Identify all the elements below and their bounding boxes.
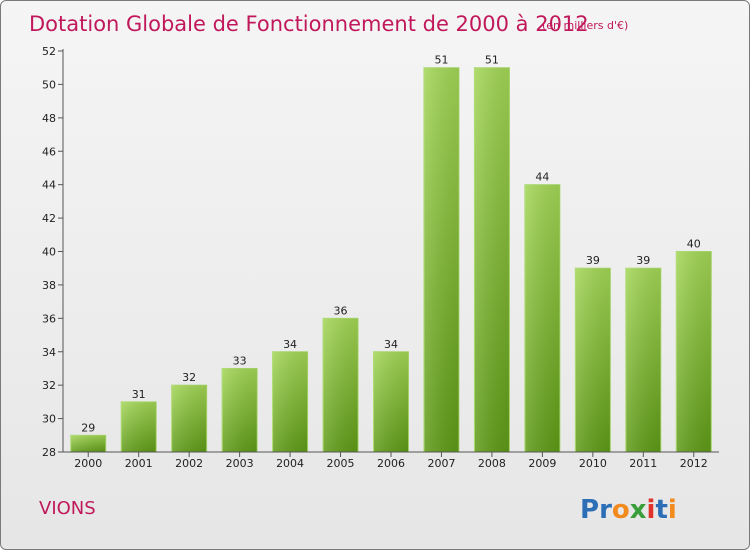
y-tick-label: 30 xyxy=(42,413,56,426)
x-tick-label: 2002 xyxy=(175,457,203,470)
x-tick-label: 2000 xyxy=(74,457,102,470)
bar-value-label: 40 xyxy=(687,238,701,251)
y-tick-label: 48 xyxy=(42,112,56,125)
y-tick-label: 28 xyxy=(42,446,56,459)
y-tick-label: 40 xyxy=(42,246,56,259)
y-tick-label: 52 xyxy=(42,45,56,58)
y-tick-label: 46 xyxy=(42,145,56,158)
svg-text:Proxiti: Proxiti xyxy=(580,495,677,525)
y-tick-label: 50 xyxy=(42,78,56,91)
bar-value-label: 36 xyxy=(334,304,348,317)
bar-shade xyxy=(272,351,308,452)
bar-shade xyxy=(222,368,258,452)
bars: 29 31 32 33 34 36 34 51 51 44 39 39 40 xyxy=(70,54,712,453)
y-tick-label: 38 xyxy=(42,279,56,292)
bar-value-label: 32 xyxy=(182,371,196,384)
bar-value-label: 51 xyxy=(485,54,499,67)
y-tick-label: 34 xyxy=(42,346,56,359)
bar-shade xyxy=(121,401,157,452)
bar-value-label: 44 xyxy=(535,171,549,184)
bar-shade xyxy=(676,251,712,452)
x-tick-label: 2004 xyxy=(276,457,304,470)
x-tick-label: 2007 xyxy=(427,457,455,470)
x-tick-label: 2011 xyxy=(629,457,657,470)
bar-value-label: 34 xyxy=(384,338,398,351)
chart-subtitle: (en milliers d'€) xyxy=(542,19,628,32)
bar-value-label: 39 xyxy=(636,254,650,267)
bar-shade xyxy=(575,268,611,452)
y-tick-label: 36 xyxy=(42,312,56,325)
x-tick-label: 2010 xyxy=(579,457,607,470)
bar-value-label: 39 xyxy=(586,254,600,267)
x-axis: 2000 2001 2002 2003 2004 2005 2006 2007 2008 2009… xyxy=(63,451,719,470)
y-tick-label: 44 xyxy=(42,179,56,192)
bar-shade xyxy=(70,435,106,452)
proxiti-logo: Proxiti xyxy=(580,495,677,525)
y-axis: 28 30 32 34 36 38 40 42 44 46 48 50 52 xyxy=(42,45,64,459)
x-tick-label: 2009 xyxy=(528,457,556,470)
bar-value-label: 33 xyxy=(233,354,247,367)
y-tick-label: 32 xyxy=(42,379,56,392)
y-tick-label: 42 xyxy=(42,212,56,225)
x-tick-label: 2003 xyxy=(226,457,254,470)
chart-title: Dotation Globale de Fonctionnement de 20… xyxy=(29,12,589,36)
bar-value-label: 29 xyxy=(81,421,95,434)
x-tick-label: 2005 xyxy=(327,457,355,470)
bar-shade xyxy=(423,67,459,452)
bar-shade xyxy=(474,67,510,452)
bar-shade xyxy=(323,318,359,452)
x-tick-label: 2012 xyxy=(680,457,708,470)
bar-shade xyxy=(625,268,661,452)
bar-value-label: 31 xyxy=(132,388,146,401)
bar-shade xyxy=(524,184,560,452)
bar-value-label: 51 xyxy=(434,54,448,67)
bar-value-label: 34 xyxy=(283,338,297,351)
bar-shade xyxy=(171,385,207,452)
x-tick-label: 2006 xyxy=(377,457,405,470)
x-tick-label: 2001 xyxy=(125,457,153,470)
bar-shade xyxy=(373,351,409,452)
x-tick-label: 2008 xyxy=(478,457,506,470)
commune-name: VIONS xyxy=(39,498,96,519)
